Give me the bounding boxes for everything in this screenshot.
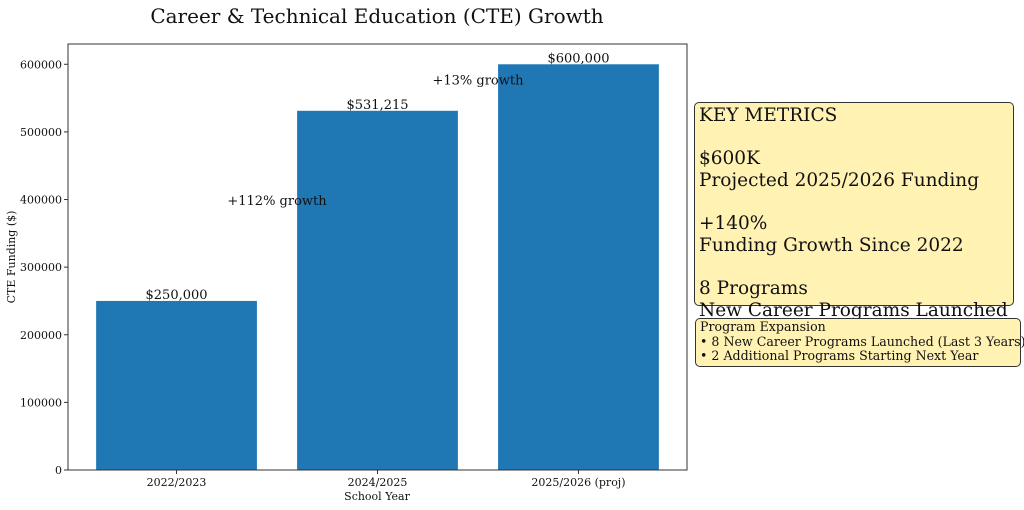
y-tick-label: 0 — [55, 464, 62, 477]
x-axis-label: School Year — [344, 490, 410, 503]
y-tick-label: 500000 — [20, 126, 62, 139]
program-expansion-box: Program Expansion • 8 New Career Programs… — [695, 318, 1024, 367]
y-axis-label: CTE Funding ($) — [5, 211, 18, 304]
program-expansion-line: • 8 New Career Programs Launched (Last 3… — [700, 333, 1024, 349]
key-metric-line: +140% — [699, 213, 768, 235]
key-metric-line: 8 Programs — [699, 278, 808, 300]
bar — [297, 110, 458, 470]
bar-value-label: $531,215 — [346, 98, 408, 113]
growth-annotation: +112% growth — [227, 194, 327, 209]
bar — [498, 64, 659, 471]
x-tick-label: 2024/2025 — [348, 476, 408, 489]
key-metric-line — [699, 127, 1009, 149]
y-tick-label: 300000 — [20, 261, 62, 274]
key-metric-line: Funding Growth Since 2022 — [699, 234, 964, 256]
x-tick-label: 2022/2023 — [147, 476, 207, 489]
program-expansion-line: Program Expansion — [700, 319, 826, 334]
y-tick-label: 400000 — [20, 194, 62, 207]
key-metric-line — [699, 256, 1009, 278]
key-metric-line — [699, 192, 1009, 214]
y-tick-label: 100000 — [20, 396, 62, 409]
bar-value-label: $250,000 — [146, 288, 208, 303]
y-tick-label: 200000 — [20, 329, 62, 342]
key-metric-line: KEY METRICS — [699, 105, 838, 126]
key-metric-line: $600K — [699, 148, 760, 170]
chart-title: Career & Technical Education (CTE) Growt… — [150, 4, 603, 28]
bar — [96, 300, 257, 470]
x-tick-label: 2025/2026 (proj) — [531, 476, 625, 489]
key-metric-line: New Career Programs Launched — [699, 299, 1008, 321]
program-expansion-line: • 2 Additional Programs Starting Next Ye… — [700, 348, 979, 364]
growth-annotation: +13% growth — [432, 74, 524, 89]
key-metrics-box: KEY METRICS $600K Projected 2025/2026 Fund… — [694, 102, 1014, 321]
bar-value-label: $600,000 — [547, 51, 609, 66]
y-tick-label: 600000 — [20, 58, 62, 71]
key-metric-line: Projected 2025/2026 Funding — [699, 169, 980, 191]
